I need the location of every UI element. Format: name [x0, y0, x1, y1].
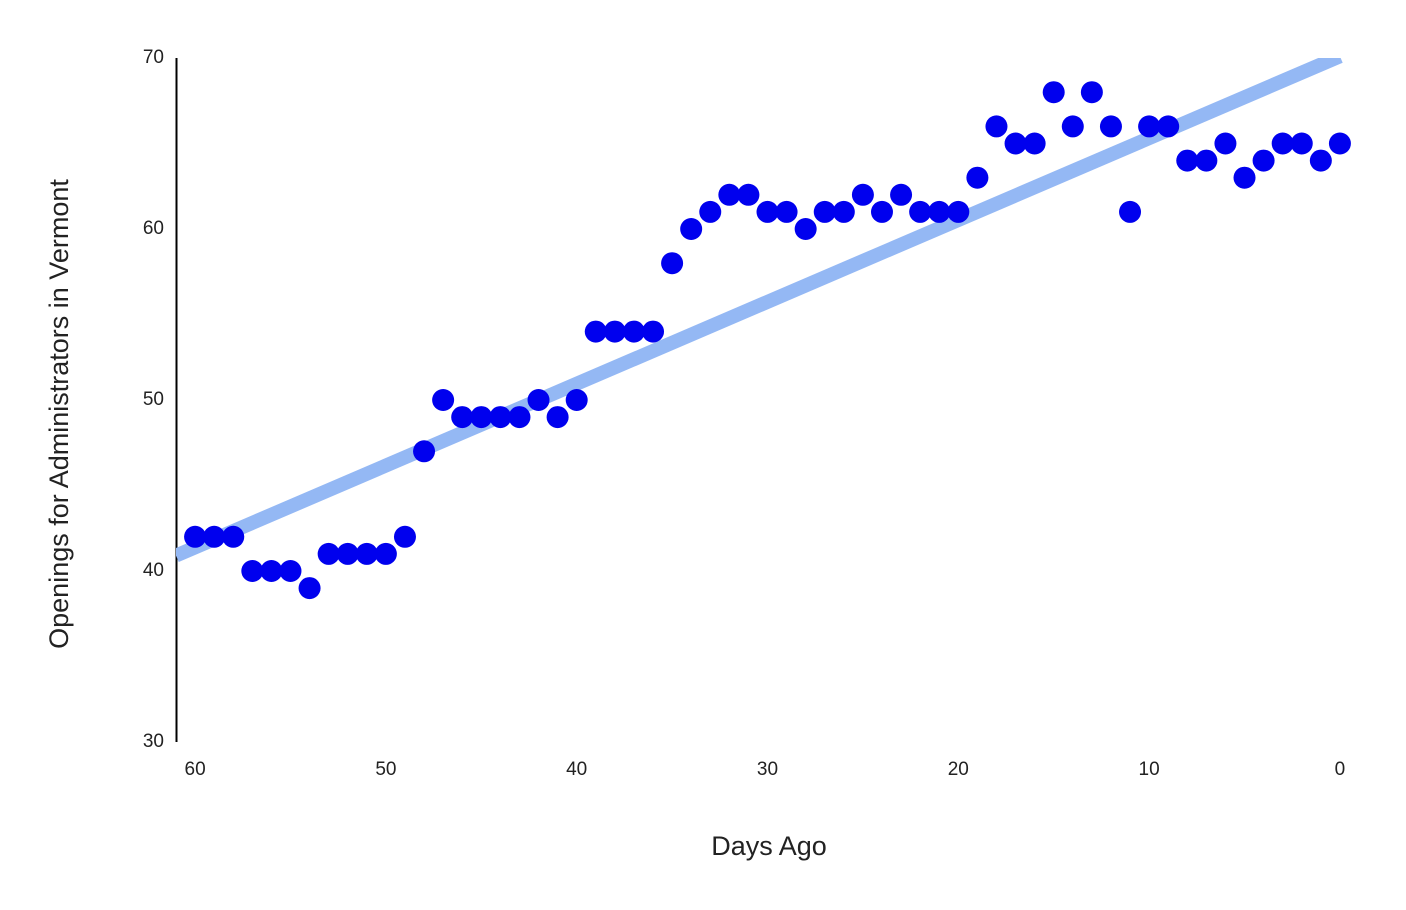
data-point — [527, 389, 550, 411]
data-point — [718, 183, 741, 206]
x-tick-label: 30 — [757, 759, 778, 780]
y-tick-label: 60 — [143, 218, 164, 239]
data-point — [1004, 132, 1027, 155]
data-point — [184, 525, 207, 548]
data-point — [1252, 149, 1275, 172]
data-point — [470, 406, 493, 429]
data-point — [622, 320, 645, 343]
data-point — [413, 440, 436, 463]
data-point — [1328, 132, 1351, 155]
x-tick-label: 50 — [375, 759, 396, 780]
y-tick-label: 70 — [143, 47, 164, 68]
data-point — [1099, 115, 1122, 138]
data-point — [1023, 132, 1046, 155]
x-tick-label: 0 — [1335, 759, 1346, 780]
x-tick-label: 20 — [948, 759, 969, 780]
data-point — [489, 406, 512, 429]
data-point — [1290, 132, 1313, 155]
data-point — [642, 320, 665, 343]
data-point — [241, 560, 264, 582]
x-tick-label: 40 — [566, 759, 587, 780]
data-point — [203, 525, 226, 548]
data-point — [1195, 149, 1218, 172]
data-point — [1080, 81, 1103, 104]
data-point — [1157, 115, 1180, 138]
data-point — [1119, 200, 1142, 223]
data-point — [928, 200, 951, 223]
data-point — [947, 200, 970, 223]
data-point — [222, 525, 245, 548]
y-tick-label: 30 — [143, 731, 164, 752]
data-point — [298, 577, 321, 600]
data-point — [603, 320, 626, 343]
data-point — [737, 183, 760, 206]
data-point — [890, 183, 913, 206]
data-point — [870, 200, 893, 223]
data-point — [1233, 166, 1256, 189]
data-point — [909, 200, 932, 223]
data-point — [756, 200, 779, 223]
data-point — [432, 389, 455, 411]
x-tick-label: 10 — [1139, 759, 1160, 780]
data-point — [775, 200, 798, 223]
y-tick-label: 40 — [143, 560, 164, 581]
trendline — [176, 58, 1343, 563]
data-point — [374, 542, 397, 565]
y-tick-label: 50 — [143, 389, 164, 410]
data-point — [985, 115, 1008, 138]
data-point — [1042, 81, 1065, 104]
data-point — [355, 542, 378, 565]
y-axis-title: Openings for Administrators in Vermont — [44, 179, 74, 649]
data-point — [699, 200, 722, 223]
data-point — [584, 320, 607, 343]
data-point — [451, 406, 474, 429]
data-point — [279, 560, 302, 582]
data-point — [565, 389, 588, 411]
data-point — [1309, 149, 1332, 172]
data-point — [1138, 115, 1161, 138]
data-point — [393, 525, 416, 548]
data-point — [1214, 132, 1237, 155]
data-point — [661, 252, 684, 275]
data-point — [794, 218, 817, 240]
data-point — [832, 200, 855, 223]
data-point — [1271, 132, 1294, 155]
data-point — [1061, 115, 1084, 138]
data-point — [546, 406, 569, 429]
data-point — [813, 200, 836, 223]
x-axis-title: Days Ago — [711, 831, 827, 861]
data-point — [680, 218, 703, 240]
x-tick-label: 60 — [185, 759, 206, 780]
data-point — [508, 406, 531, 429]
data-point — [260, 560, 283, 582]
data-point — [336, 542, 359, 565]
data-point — [317, 542, 340, 565]
data-point — [851, 183, 874, 206]
data-point — [966, 166, 989, 189]
data-point — [1176, 149, 1199, 172]
trendline-group — [176, 58, 1343, 563]
